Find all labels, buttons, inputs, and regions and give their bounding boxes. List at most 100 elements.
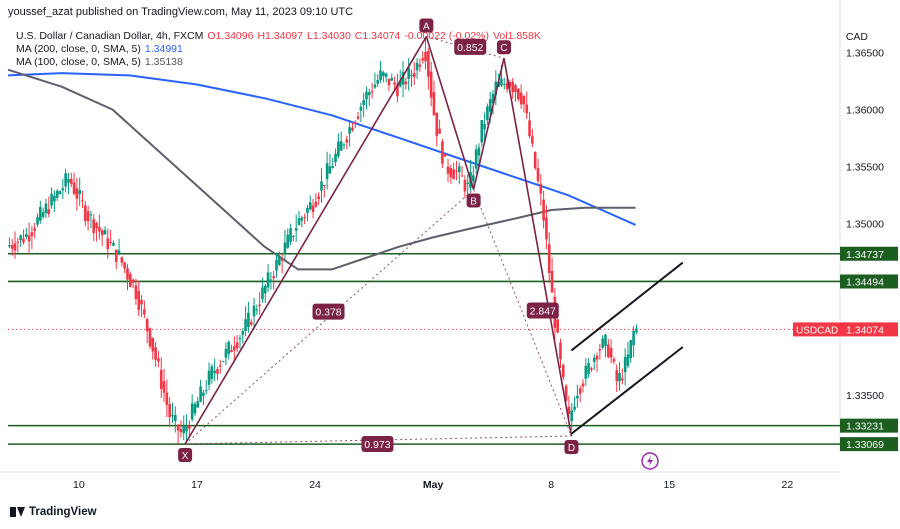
candle-body xyxy=(47,209,51,215)
candle-body xyxy=(303,216,306,218)
horizontal-levels[interactable]: 1.34737 1.34494 1.33231 1.33069 USDCAD 1.3407… xyxy=(8,246,898,452)
candle-body xyxy=(308,202,312,210)
candle-body xyxy=(137,291,141,310)
candle-body xyxy=(266,272,270,288)
candle-body xyxy=(143,309,146,315)
candle-body xyxy=(547,244,551,274)
candle-body xyxy=(294,228,298,231)
candle-body xyxy=(300,217,304,221)
candle-body xyxy=(517,88,520,100)
time-axis[interactable]: 10 17 24 May 8 15 22 xyxy=(73,479,793,491)
candle-body xyxy=(443,153,447,157)
candle-body xyxy=(545,217,548,240)
candle-body xyxy=(505,83,509,90)
candle-body xyxy=(396,84,399,97)
moving-averages xyxy=(7,68,637,271)
candle-body xyxy=(570,410,574,422)
channel-lines[interactable] xyxy=(570,261,684,435)
candle-body xyxy=(359,106,363,111)
candle-body xyxy=(604,334,607,347)
candle-body xyxy=(623,356,627,373)
time-tick-label: 22 xyxy=(782,479,794,491)
ma100-row[interactable]: MA (100, close, 0, SMA, 5) 1.35138 xyxy=(16,56,541,69)
current-price-label: 1.34074 xyxy=(846,324,884,336)
candle-body xyxy=(514,85,517,93)
candle-body xyxy=(351,127,354,131)
tradingview-brand[interactable]: TradingView xyxy=(10,506,97,518)
candle-body xyxy=(401,72,405,85)
candle-body xyxy=(263,285,267,294)
brand-text: TradingView xyxy=(29,506,97,518)
level-tag xyxy=(840,246,898,261)
ratio-badge xyxy=(312,303,345,320)
candle-body xyxy=(230,350,233,352)
candle-body xyxy=(98,226,101,232)
harmonic-pattern[interactable]: X A B C D 0.378 0.852 2.847 0.973 xyxy=(178,18,579,463)
candle-body xyxy=(592,357,596,362)
candle-body xyxy=(415,62,419,71)
candle-body xyxy=(131,279,135,283)
candle-body xyxy=(106,238,110,250)
candle-body xyxy=(550,270,554,293)
candle-body xyxy=(432,92,436,115)
candle-body xyxy=(441,141,444,164)
candle-body xyxy=(486,106,489,121)
pattern-retrace-line xyxy=(473,189,572,437)
candle-body xyxy=(435,112,439,137)
candle-body xyxy=(162,381,166,393)
level-tag xyxy=(840,437,898,452)
candle-body xyxy=(289,228,292,242)
candle-body xyxy=(61,188,65,191)
candle-body xyxy=(292,235,295,237)
symbol-title[interactable]: U.S. Dollar / Canadian Dollar, 4h, FXCM xyxy=(16,30,204,42)
candle-body xyxy=(365,91,368,100)
candle-body xyxy=(30,232,34,237)
candle-body xyxy=(457,166,461,173)
candle-body xyxy=(325,163,329,180)
candle-body xyxy=(573,406,576,410)
candle-body xyxy=(213,370,216,374)
candle-body xyxy=(404,81,408,85)
candle-body xyxy=(202,392,205,397)
candle-body xyxy=(112,242,115,246)
candle-body xyxy=(466,182,470,184)
candle-body xyxy=(207,370,211,385)
candle-body xyxy=(626,354,630,366)
candle-body xyxy=(75,188,79,199)
candle-body xyxy=(53,195,56,202)
lightning-icon[interactable] xyxy=(641,452,659,470)
pattern-point-label: B xyxy=(470,196,477,207)
price-axis[interactable]: 1.35000 1.35500 1.36000 1.36500 1.33500 xyxy=(846,48,884,402)
candle-body xyxy=(123,262,126,269)
candle-body xyxy=(16,241,20,243)
close-value: C1.34074 xyxy=(354,30,401,42)
candle-body xyxy=(126,268,129,280)
candle-body xyxy=(72,182,76,194)
candle-body xyxy=(348,127,351,134)
ma200-row[interactable]: MA (200, close, 0, SMA, 5) 1.34991 xyxy=(16,43,541,56)
candle-body xyxy=(429,71,433,98)
publisher-line: youssef_azat published on TradingView.co… xyxy=(8,6,354,18)
ratio-badge xyxy=(454,38,487,55)
candle-body xyxy=(55,190,59,198)
candle-body xyxy=(78,190,81,195)
candle-body xyxy=(500,78,503,86)
candle-body xyxy=(249,321,253,325)
candle-body xyxy=(173,415,177,422)
candle-body xyxy=(69,178,73,184)
pattern-point-badge xyxy=(178,448,193,463)
candle-body xyxy=(477,147,481,156)
candle-body xyxy=(353,122,357,124)
candle-body xyxy=(280,259,284,261)
time-tick-label: 24 xyxy=(309,479,321,491)
ma200-line xyxy=(7,72,637,226)
candle-body xyxy=(261,287,264,300)
candle-body xyxy=(460,175,464,177)
candle-body xyxy=(384,73,388,77)
candle-body xyxy=(233,346,236,351)
candle-body xyxy=(84,205,87,221)
candle-body xyxy=(562,364,565,378)
candle-body xyxy=(542,199,545,221)
candle-body xyxy=(606,344,610,357)
